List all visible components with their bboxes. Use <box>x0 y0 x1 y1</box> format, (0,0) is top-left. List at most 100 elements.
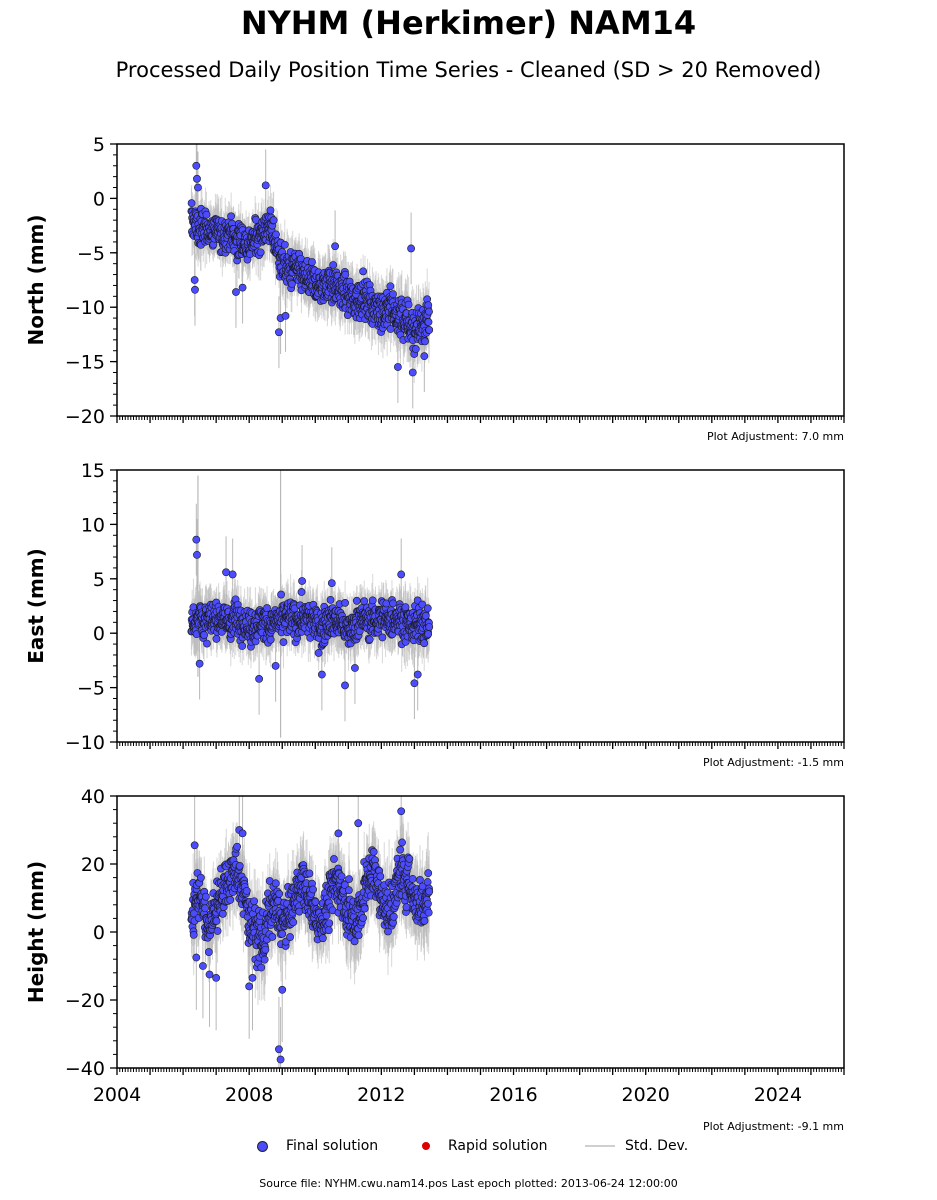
final-solution-point <box>378 633 387 642</box>
outlier-point <box>408 368 417 377</box>
outlier-point <box>255 674 263 683</box>
outlier-point <box>261 181 270 190</box>
outlier-point <box>420 352 429 361</box>
outlier-point <box>413 670 422 679</box>
outlier-point <box>397 570 406 579</box>
outlier-point <box>222 568 230 577</box>
final-solution-point <box>424 318 433 326</box>
final-solution-point <box>368 596 377 605</box>
panel-2-ytick-label: 10 <box>81 514 105 536</box>
panel-1-ytick-label: 5 <box>93 134 105 156</box>
panel-1-ylabel: North (mm) <box>24 214 48 345</box>
final-solution-point <box>341 599 349 607</box>
outlier-point <box>192 161 201 170</box>
outlier-point <box>195 659 204 668</box>
outlier-point <box>190 276 199 284</box>
outlier-point <box>407 244 416 253</box>
outlier-point <box>194 183 202 192</box>
final-solution-point <box>360 597 369 606</box>
final-solution-point <box>404 300 413 309</box>
final-solution-point <box>314 649 323 657</box>
panel-1-ytick-label: −10 <box>65 297 105 319</box>
final-solution-point <box>420 639 429 648</box>
outlier-point <box>281 312 290 320</box>
panel-2-ytick-label: 5 <box>93 569 105 591</box>
outlier-point <box>232 288 240 296</box>
outlier-point <box>192 535 201 544</box>
panel-2-ytick-label: 0 <box>93 623 105 645</box>
final-solution-point <box>386 325 395 333</box>
final-solution-point <box>280 240 289 249</box>
final-solution-point <box>266 635 275 644</box>
outlier-point <box>331 242 339 251</box>
final-solution-point <box>212 635 221 643</box>
final-solution-point <box>418 600 427 609</box>
panel-2-ytick-label: 15 <box>81 460 105 482</box>
final-solution-point <box>297 588 306 596</box>
final-solution-point <box>272 230 280 239</box>
panel-2-ytick-label: −10 <box>65 732 105 754</box>
outlier-point <box>271 661 280 670</box>
final-solution-point <box>238 642 247 650</box>
outlier-point <box>298 577 306 585</box>
final-solution-point <box>200 631 208 639</box>
final-solution-point <box>424 301 433 310</box>
final-solution-point <box>423 604 432 613</box>
final-solution-point <box>386 282 395 291</box>
final-solution-point <box>326 595 335 604</box>
outlier-point <box>228 570 237 579</box>
final-solution-point <box>389 599 397 608</box>
final-solution-point <box>227 212 236 221</box>
outlier-point <box>191 285 199 294</box>
outlier-point <box>193 550 201 559</box>
final-solution-point <box>411 345 420 353</box>
final-solution-point <box>308 258 316 266</box>
panel-2-plot-adjustment: Plot Adjustment: -1.5 mm <box>703 756 844 769</box>
panel-1-final-solution-points <box>187 161 434 377</box>
panel-1-ytick-label: −15 <box>65 352 105 374</box>
final-solution-point <box>187 199 196 208</box>
final-solution-point <box>279 638 288 647</box>
panel-2-final-solution-points <box>187 535 434 690</box>
final-solution-point <box>341 270 350 279</box>
final-solution-point <box>263 604 271 612</box>
final-solution-point <box>277 590 286 599</box>
panel-1-ytick-label: −5 <box>77 243 105 265</box>
final-solution-point <box>352 596 361 605</box>
panel-1-ytick-label: 0 <box>93 188 105 210</box>
outlier-point <box>351 664 359 672</box>
final-solution-point <box>202 210 211 219</box>
final-solution-point <box>266 206 275 215</box>
panel-1-axes-frame <box>116 143 845 417</box>
final-solution-point <box>401 603 410 612</box>
final-solution-point <box>269 216 278 225</box>
final-solution-point <box>421 611 430 620</box>
outlier-point <box>238 283 247 292</box>
panel-1-plot-adjustment: Plot Adjustment: 7.0 mm <box>707 430 844 443</box>
outlier-point <box>341 681 349 690</box>
final-solution-point <box>425 623 434 631</box>
final-solution-point <box>256 248 265 257</box>
final-solution-point <box>389 290 397 299</box>
final-solution-point <box>425 326 434 334</box>
outlier-point <box>193 174 201 183</box>
final-solution-point <box>359 267 368 276</box>
final-solution-point <box>424 630 433 638</box>
chart-title: NYHM (Herkimer) NAM14 <box>240 4 697 42</box>
final-solution-point <box>288 279 296 288</box>
outlier-point <box>410 679 419 688</box>
panel-2-ytick-label: −5 <box>77 678 105 700</box>
outlier-point <box>275 328 283 337</box>
outlier-point <box>327 579 336 588</box>
final-solution-point <box>365 635 374 644</box>
final-solution-point <box>421 337 429 346</box>
final-solution-point <box>425 307 433 316</box>
final-solution-point <box>203 639 211 648</box>
panel-2-ylabel: East (mm) <box>24 548 48 664</box>
panel-1-ytick-label: −20 <box>65 406 105 428</box>
final-solution-point <box>329 261 338 269</box>
chart-subtitle: Processed Daily Position Time Series - C… <box>115 58 822 82</box>
outlier-point <box>393 363 402 371</box>
outlier-point <box>317 670 326 679</box>
